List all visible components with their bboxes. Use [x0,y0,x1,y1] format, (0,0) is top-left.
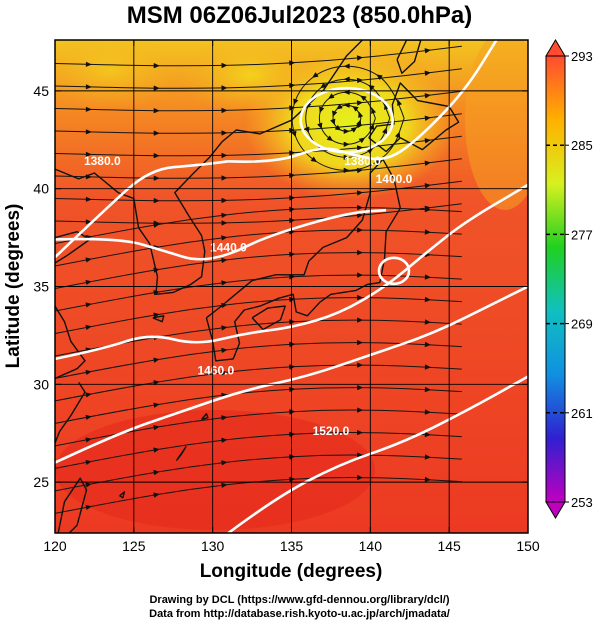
y-tick-label: 40 [33,181,49,197]
colorbar-tick-label: 261 [571,406,593,421]
x-tick-label: 125 [122,538,146,554]
contour-label: 1400.0 [376,172,413,186]
colorbar-tick-label: 269 [571,317,593,332]
credit-data-source: Data from http://database.rish.kyoto-u.a… [149,608,450,620]
wind-streamlines [55,45,462,514]
lat-lon-grid [55,40,528,533]
axis-ticks: 120 125 130 135 140 145 150 25 30 35 40 45 [33,40,540,554]
x-tick-label: 145 [437,538,461,554]
contour-label: 1440.0 [210,240,247,254]
colorbar-tick-label: 293 [571,49,593,64]
x-tick-label: 120 [43,538,67,554]
map-title: MSM 06Z06Jul2023 (850.0hPa) [126,2,473,29]
x-tick-label: 150 [516,538,540,554]
x-tick-label: 130 [201,538,225,554]
x-tick-label: 135 [280,538,304,554]
contour-label: 1520.0 [313,424,350,438]
colorbar-tick-label: 253 [571,495,593,510]
y-tick-label: 30 [33,376,49,392]
y-tick-label: 35 [33,279,49,295]
colorbar-tick-label: 277 [571,227,593,242]
colorbar-tick-label: 285 [571,138,593,153]
colorbar: 293 285 277 269 261 253 [545,39,593,519]
y-tick-label: 25 [33,474,49,490]
x-axis-label: Longitude (degrees) [200,561,383,582]
colorbar-bottom-arrow [545,501,566,519]
credit-dcl: Drawing by DCL (https://www.gfd-dennou.o… [149,594,450,606]
x-tick-label: 140 [359,538,383,554]
contour-label: 1460.0 [197,364,234,378]
contour-label: 1380.0 [84,154,121,168]
y-tick-label: 45 [33,83,49,99]
contour-label: 1380.0 [344,154,381,168]
colorbar-top-arrow [545,39,566,57]
y-axis-label: Latitude (degrees) [3,204,24,369]
